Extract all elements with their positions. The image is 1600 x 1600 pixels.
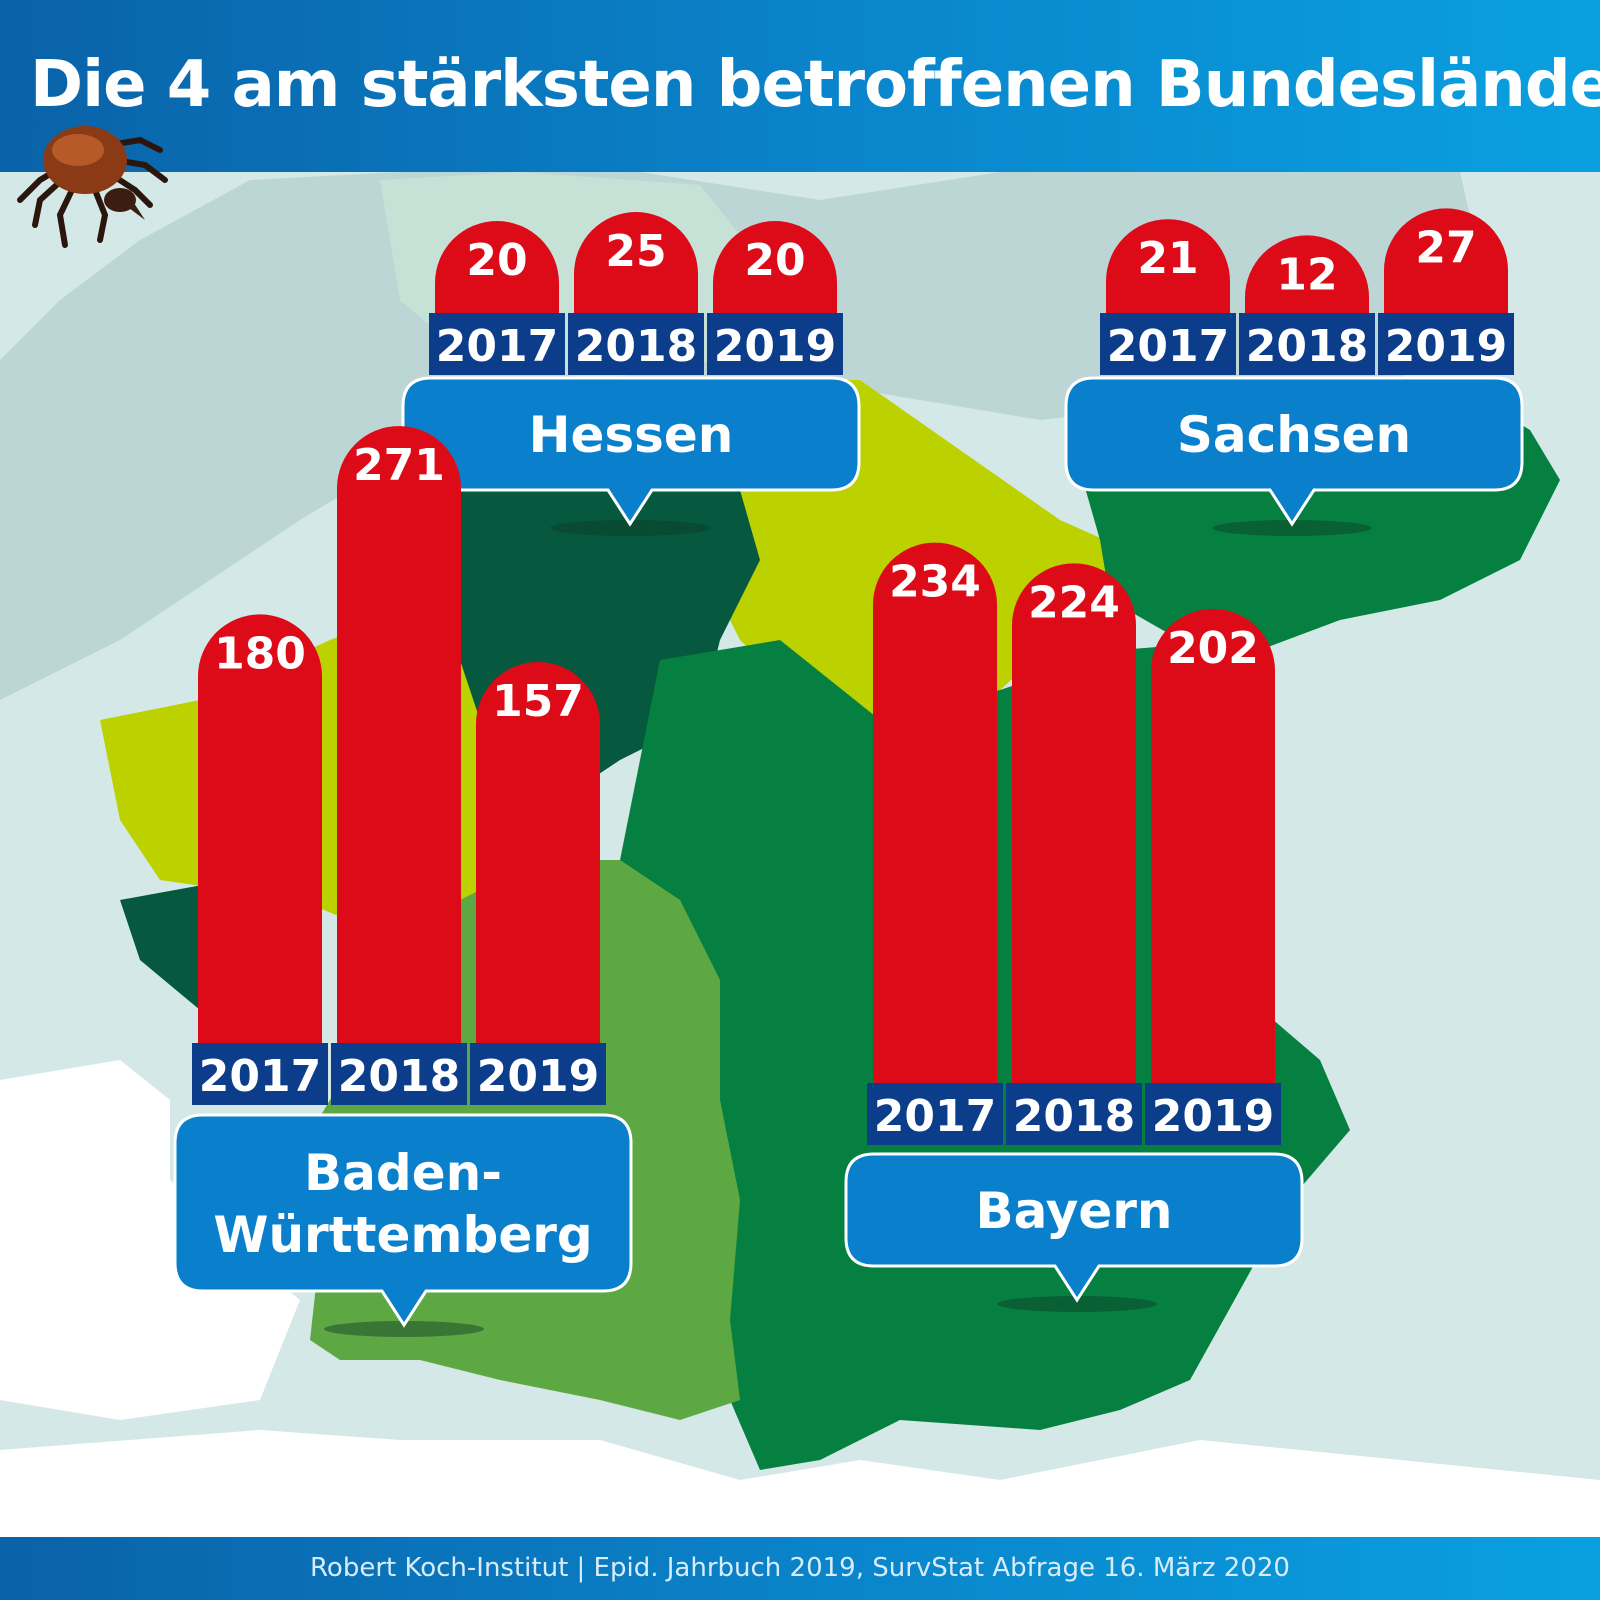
bar-sachsen-2018 bbox=[1245, 235, 1369, 313]
bar-sachsen-2017 bbox=[1106, 219, 1230, 313]
group-label-baden-w-rttemberg-line-2: Württemberg bbox=[213, 1206, 592, 1264]
header-bar: Die 4 am stärksten betroffenen Bundeslän… bbox=[0, 0, 1600, 172]
year-box-bayern-2017 bbox=[867, 1083, 1003, 1145]
label-box-baden-w-rttemberg bbox=[173, 1113, 633, 1328]
tick-label-bayern-2019: 2019 bbox=[1152, 1091, 1274, 1142]
bar-hessen-2018 bbox=[574, 212, 698, 313]
map-region-alps bbox=[0, 1430, 1600, 1537]
tick-label-bayern-2018: 2018 bbox=[1013, 1091, 1135, 1142]
bar-baden-w-rttemberg-2017 bbox=[198, 614, 322, 1043]
year-box-hessen-2017 bbox=[429, 313, 565, 375]
group-label-baden-w-rttemberg-line-1: Baden- bbox=[304, 1144, 502, 1202]
year-box-baden-w-rttemberg-2019 bbox=[470, 1043, 606, 1105]
bar-hessen-2017 bbox=[435, 221, 559, 313]
data-label-baden-w-rttemberg-2019: 157 bbox=[492, 676, 584, 727]
data-label-sachsen-2017: 21 bbox=[1137, 233, 1198, 284]
label-box-bayern bbox=[844, 1152, 1304, 1303]
bar-sachsen-2019 bbox=[1384, 208, 1508, 313]
tick-illustration-icon bbox=[17, 126, 168, 248]
bar-bayern-2019 bbox=[1151, 608, 1275, 1083]
source-credit: Robert Koch-Institut | Epid. Jahrbuch 20… bbox=[310, 1553, 1290, 1583]
pointer-shadow-sachsen bbox=[1212, 520, 1372, 536]
bar-baden-w-rttemberg-2018 bbox=[337, 426, 461, 1044]
year-box-sachsen-2018 bbox=[1239, 313, 1375, 375]
year-box-bayern-2018 bbox=[1006, 1083, 1142, 1145]
tick-label-baden-w-rttemberg-2018: 2018 bbox=[338, 1051, 460, 1102]
map-region-west-white bbox=[0, 1060, 300, 1420]
pointer-shadow-hessen bbox=[550, 520, 710, 536]
bar-baden-w-rttemberg-2019 bbox=[476, 662, 600, 1043]
data-label-sachsen-2019: 27 bbox=[1415, 222, 1476, 273]
group-label-sachsen: Sachsen bbox=[1177, 406, 1411, 464]
year-box-bayern-2019 bbox=[1145, 1083, 1281, 1145]
bar-hessen-2019 bbox=[713, 221, 837, 313]
data-label-bayern-2017: 234 bbox=[889, 557, 981, 608]
year-box-sachsen-2017 bbox=[1100, 313, 1236, 375]
pointer-shadow-bayern bbox=[997, 1296, 1157, 1312]
bar-bayern-2017 bbox=[873, 542, 997, 1083]
label-box-sachsen bbox=[1064, 376, 1524, 527]
page-title: Die 4 am stärksten betroffenen Bundeslän… bbox=[30, 48, 1600, 122]
label-box-hessen bbox=[401, 376, 861, 527]
data-label-hessen-2017: 20 bbox=[466, 235, 527, 286]
tick-label-sachsen-2019: 2019 bbox=[1385, 321, 1507, 372]
data-label-baden-w-rttemberg-2018: 271 bbox=[353, 440, 445, 491]
data-label-bayern-2019: 202 bbox=[1167, 623, 1259, 674]
group-label-bayern: Bayern bbox=[975, 1182, 1172, 1240]
data-label-hessen-2019: 20 bbox=[744, 235, 805, 286]
data-label-baden-w-rttemberg-2017: 180 bbox=[214, 628, 306, 679]
year-box-baden-w-rttemberg-2018 bbox=[331, 1043, 467, 1105]
data-label-bayern-2018: 224 bbox=[1028, 577, 1120, 628]
year-box-hessen-2019 bbox=[707, 313, 843, 375]
pointer-shadow-baden-w-rttemberg bbox=[324, 1321, 484, 1337]
footer-bar: Robert Koch-Institut | Epid. Jahrbuch 20… bbox=[0, 1537, 1600, 1600]
tick-label-baden-w-rttemberg-2017: 2017 bbox=[199, 1051, 321, 1102]
tick-label-bayern-2017: 2017 bbox=[874, 1091, 996, 1142]
tick-label-baden-w-rttemberg-2019: 2019 bbox=[477, 1051, 599, 1102]
data-label-hessen-2018: 25 bbox=[605, 226, 666, 277]
tick-label-hessen-2019: 2019 bbox=[714, 321, 836, 372]
tick-label-sachsen-2018: 2018 bbox=[1246, 321, 1368, 372]
tick-label-sachsen-2017: 2017 bbox=[1107, 321, 1229, 372]
tick-label-hessen-2018: 2018 bbox=[575, 321, 697, 372]
year-box-baden-w-rttemberg-2017 bbox=[192, 1043, 328, 1105]
bar-bayern-2018 bbox=[1012, 563, 1136, 1083]
year-box-sachsen-2019 bbox=[1378, 313, 1514, 375]
tick-label-hessen-2017: 2017 bbox=[436, 321, 558, 372]
group-label-hessen: Hessen bbox=[529, 406, 734, 464]
year-box-hessen-2018 bbox=[568, 313, 704, 375]
data-label-sachsen-2018: 12 bbox=[1276, 249, 1337, 300]
